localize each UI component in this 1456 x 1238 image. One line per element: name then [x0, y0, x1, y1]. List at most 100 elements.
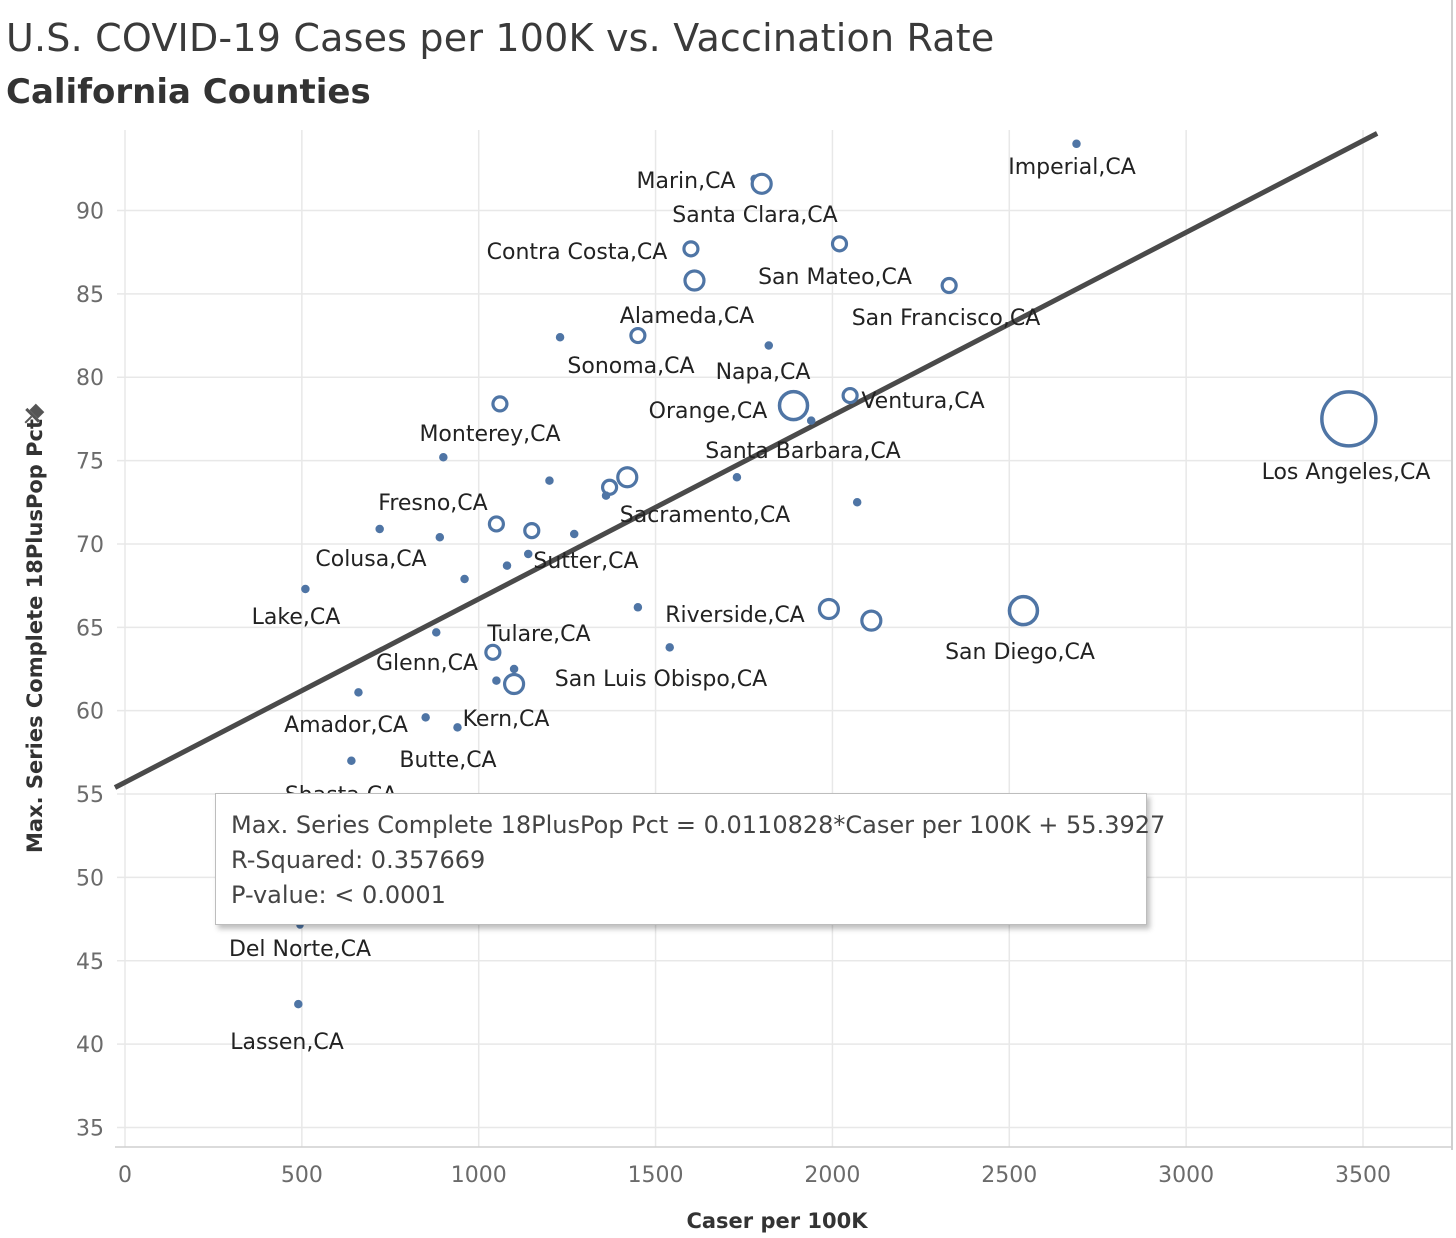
y-tick-label: 75: [76, 450, 104, 475]
y-tick-label: 60: [76, 700, 104, 725]
data-point[interactable]: [633, 603, 643, 612]
y-tick-label: 55: [76, 783, 104, 808]
point-label: Orange,CA: [649, 399, 768, 424]
point-label: Sutter,CA: [533, 549, 638, 574]
chart-subtitle: California Counties: [6, 72, 371, 112]
data-point[interactable]: [750, 172, 773, 195]
data-point[interactable]: [629, 326, 647, 345]
data-point[interactable]: [294, 999, 303, 1009]
point-label: Amador,CA: [284, 713, 408, 738]
point-label: Kern,CA: [463, 707, 550, 732]
data-point[interactable]: [817, 597, 840, 621]
trend-line-group: [113, 131, 1379, 790]
regression-equation: Max. Series Complete 18PlusPop Pct = 0.0…: [231, 811, 1166, 839]
data-point[interactable]: [555, 332, 565, 342]
point-label: Del Norte,CA: [229, 937, 371, 962]
x-tick-label: 0: [118, 1163, 132, 1188]
data-point[interactable]: [421, 713, 430, 722]
data-point[interactable]: [665, 643, 674, 652]
point-label: San Francisco,CA: [852, 306, 1041, 331]
data-point[interactable]: [484, 643, 502, 661]
point-label: San Mateo,CA: [758, 265, 912, 290]
point-label: Lake,CA: [252, 605, 341, 630]
data-point[interactable]: [375, 524, 384, 534]
data-point[interactable]: [509, 664, 519, 674]
data-point[interactable]: [487, 515, 505, 533]
point-label: Contra Costa,CA: [487, 240, 668, 265]
data-point[interactable]: [601, 491, 611, 500]
data-point[interactable]: [683, 269, 706, 292]
point-label: Colusa,CA: [315, 547, 426, 572]
point-label: Riverside,CA: [665, 603, 804, 628]
y-tick-label: 90: [76, 200, 104, 225]
y-tick-label: 40: [76, 1033, 104, 1058]
data-point[interactable]: [523, 549, 533, 559]
x-tick-label: 1500: [628, 1163, 684, 1188]
data-point[interactable]: [1007, 594, 1040, 627]
data-point[interactable]: [502, 561, 512, 570]
point-label: Tulare,CA: [486, 622, 590, 647]
point-label: Los Angeles,CA: [1262, 460, 1431, 485]
point-label: Monterey,CA: [419, 422, 560, 447]
data-point[interactable]: [841, 386, 859, 405]
data-point[interactable]: [453, 723, 462, 732]
x-axis-title: Caser per 100K: [686, 1209, 868, 1233]
data-point[interactable]: [301, 584, 310, 594]
data-point[interactable]: [940, 276, 958, 295]
data-point[interactable]: [435, 533, 445, 542]
data-point[interactable]: [523, 522, 541, 540]
y-tick-label: 50: [76, 866, 104, 891]
point-label: Butte,CA: [399, 748, 496, 773]
data-point[interactable]: [616, 466, 639, 489]
y-tick-label: 80: [76, 366, 104, 391]
point-label: Sonoma,CA: [567, 354, 694, 379]
point-label: Imperial,CA: [1008, 155, 1136, 180]
point-label: Ventura,CA: [861, 389, 984, 414]
x-tick-label: 2500: [981, 1163, 1037, 1188]
trend-line: [113, 131, 1379, 790]
data-point[interactable]: [806, 416, 816, 425]
x-tick-label: 3000: [1158, 1163, 1214, 1188]
data-point[interactable]: [491, 395, 509, 413]
data-point[interactable]: [347, 756, 356, 765]
data-point[interactable]: [1320, 390, 1378, 448]
y-tick-label: 70: [76, 533, 104, 558]
data-point[interactable]: [569, 529, 579, 539]
data-point[interactable]: [764, 341, 774, 350]
y-tick-label: 85: [76, 283, 104, 308]
x-tick-label: 500: [281, 1163, 323, 1188]
axis-ticks: 0 500 1000 1500 2000 2500 3000 3500 35 40 45 50 55 60…: [76, 200, 1391, 1189]
data-point[interactable]: [830, 235, 849, 253]
x-tick-label: 1000: [451, 1163, 507, 1188]
data-point[interactable]: [439, 453, 448, 462]
data-point[interactable]: [502, 672, 526, 696]
point-label: Marin,CA: [637, 169, 736, 194]
regression-annotation: Max. Series Complete 18PlusPop Pct = 0.0…: [215, 793, 1166, 925]
x-tick-label: 3500: [1335, 1163, 1391, 1188]
point-label: Lassen,CA: [230, 1030, 344, 1055]
data-points: [294, 139, 1378, 1009]
data-point[interactable]: [460, 574, 469, 584]
data-point[interactable]: [432, 628, 441, 637]
y-axis-title: Max. Series Complete 18PlusPop Pct: [23, 419, 47, 853]
data-point[interactable]: [777, 389, 810, 422]
data-point[interactable]: [852, 498, 862, 507]
p-value: P-value: < 0.0001: [231, 881, 446, 909]
y-tick-label: 35: [76, 1117, 104, 1142]
data-point[interactable]: [682, 240, 700, 258]
data-point[interactable]: [1072, 139, 1081, 149]
chart-title: U.S. COVID-19 Cases per 100K vs. Vaccina…: [6, 16, 995, 60]
data-point[interactable]: [732, 473, 742, 482]
y-tick-label: 45: [76, 950, 104, 975]
pin-icon[interactable]: [19, 402, 47, 430]
point-label: Glenn,CA: [376, 651, 478, 676]
data-point[interactable]: [492, 676, 501, 685]
point-label: Napa,CA: [716, 360, 811, 385]
data-point[interactable]: [860, 609, 883, 632]
point-label: Alameda,CA: [620, 304, 754, 329]
point-label: San Diego,CA: [945, 640, 1095, 665]
data-point[interactable]: [354, 688, 363, 697]
data-point[interactable]: [545, 476, 554, 485]
point-label: Fresno,CA: [378, 491, 487, 516]
